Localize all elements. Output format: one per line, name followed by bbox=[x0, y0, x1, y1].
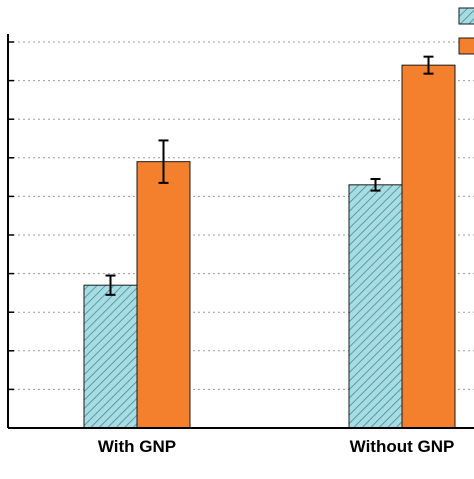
x-tick-label: With GNP bbox=[98, 437, 176, 456]
bars bbox=[83, 55, 456, 429]
legend-swatch bbox=[458, 7, 474, 25]
axes: With GNP Without GNP bbox=[7, 34, 474, 456]
x-tick-label: Without GNP bbox=[350, 437, 455, 456]
bar bbox=[348, 184, 403, 429]
bar bbox=[401, 64, 456, 429]
legend-swatch bbox=[458, 37, 474, 55]
legend bbox=[458, 7, 474, 55]
bar bbox=[136, 161, 191, 429]
bar bbox=[83, 284, 138, 429]
